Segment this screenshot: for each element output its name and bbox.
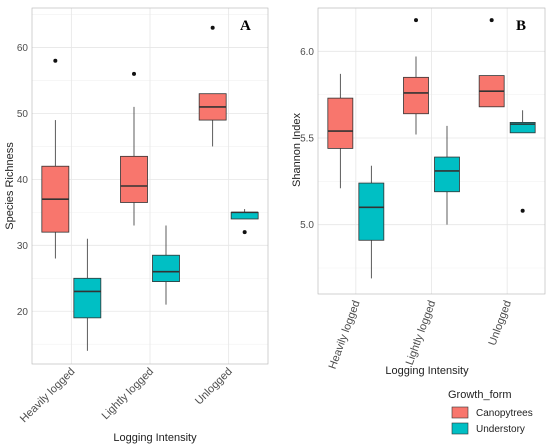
y-tick-label: 5.0	[300, 220, 314, 231]
panel-a-y-ticks: 20 30 40 50 60	[17, 43, 29, 318]
box-iqr	[358, 182, 385, 241]
panel-a-x-axis-title: Logging Intensity	[113, 432, 197, 444]
panel-b-y-ticks: 5.0 5.5 6.0	[300, 47, 314, 231]
outlier-point	[489, 18, 494, 23]
legend-label-understory: Understory	[476, 424, 525, 435]
y-tick-label: 6.0	[300, 47, 314, 58]
x-tick-label: Lightly logged	[100, 366, 156, 422]
box-iqr	[403, 76, 429, 115]
box-iqr	[230, 211, 259, 220]
box-iqr	[509, 122, 536, 134]
panel-b-marks	[327, 18, 536, 279]
y-tick-label: 60	[17, 43, 29, 54]
legend: Growth_form Canopytrees Understory	[448, 389, 533, 435]
panel-a-marks	[41, 25, 259, 351]
box-iqr	[327, 97, 354, 149]
legend-key-canopy	[451, 406, 469, 419]
legend-label-canopy: Canopytrees	[476, 408, 533, 419]
panel-b-label: B	[516, 18, 526, 34]
panel-a-grid	[31, 7, 269, 365]
x-tick-label: Heavily logged	[327, 299, 363, 371]
outlier-point	[414, 18, 418, 23]
x-tick-label: Heavily logged	[18, 366, 78, 426]
box-iqr	[152, 254, 180, 282]
box-understory-0	[73, 238, 102, 351]
box-iqr	[120, 155, 148, 203]
panel-border	[31, 7, 269, 365]
panel-b-grid	[317, 7, 546, 295]
box-understory-2	[230, 209, 259, 235]
y-tick-label: 5.5	[300, 134, 314, 145]
panel-b-y-axis-title: Shannon Index	[291, 112, 303, 187]
box-canopy-2	[198, 25, 227, 147]
outlier-point	[520, 208, 525, 213]
panel-a-x-ticks: Heavily logged Lightly logged Unlogged	[18, 366, 235, 426]
panel-b-shannon-index: 5.0 5.5 6.0 Heavily logged Lightly logged Un…	[291, 7, 546, 377]
y-tick-label: 20	[17, 307, 29, 318]
box-understory-2	[509, 110, 536, 213]
panel-a-label: A	[240, 18, 251, 34]
outlier-point	[132, 71, 136, 76]
box-canopy-0	[41, 58, 70, 259]
box-canopy-1	[120, 71, 148, 226]
box-canopy-0	[327, 73, 354, 189]
panel-b-x-ticks: Heavily logged Lightly logged Unlogged	[327, 299, 514, 371]
legend-key-understory	[451, 422, 469, 435]
x-tick-label: Lightly logged	[404, 299, 438, 367]
box-iqr	[434, 156, 460, 193]
y-tick-label: 30	[17, 241, 29, 252]
panel-b-x-axis-title: Logging Intensity	[385, 365, 469, 377]
box-canopy-2	[478, 18, 505, 108]
box-iqr	[73, 277, 102, 319]
x-tick-label: Unlogged	[487, 299, 514, 347]
x-tick-label: Unlogged	[193, 366, 235, 408]
box-canopy-1	[403, 18, 429, 135]
outlier-point	[242, 230, 247, 235]
legend-title: Growth_form	[448, 389, 512, 401]
box-understory-0	[358, 165, 385, 279]
panel-a-y-axis-title: Species Richness	[4, 142, 16, 230]
panel-border	[317, 7, 546, 295]
outlier-point	[53, 58, 58, 63]
outlier-point	[210, 25, 215, 30]
panel-a-species-richness: 20 30 40 50 60 Heavily logged Lightly logged U…	[4, 7, 269, 444]
y-tick-label: 50	[17, 109, 29, 120]
box-understory-1	[152, 225, 180, 305]
y-tick-label: 40	[17, 175, 29, 186]
box-understory-1	[434, 125, 460, 225]
